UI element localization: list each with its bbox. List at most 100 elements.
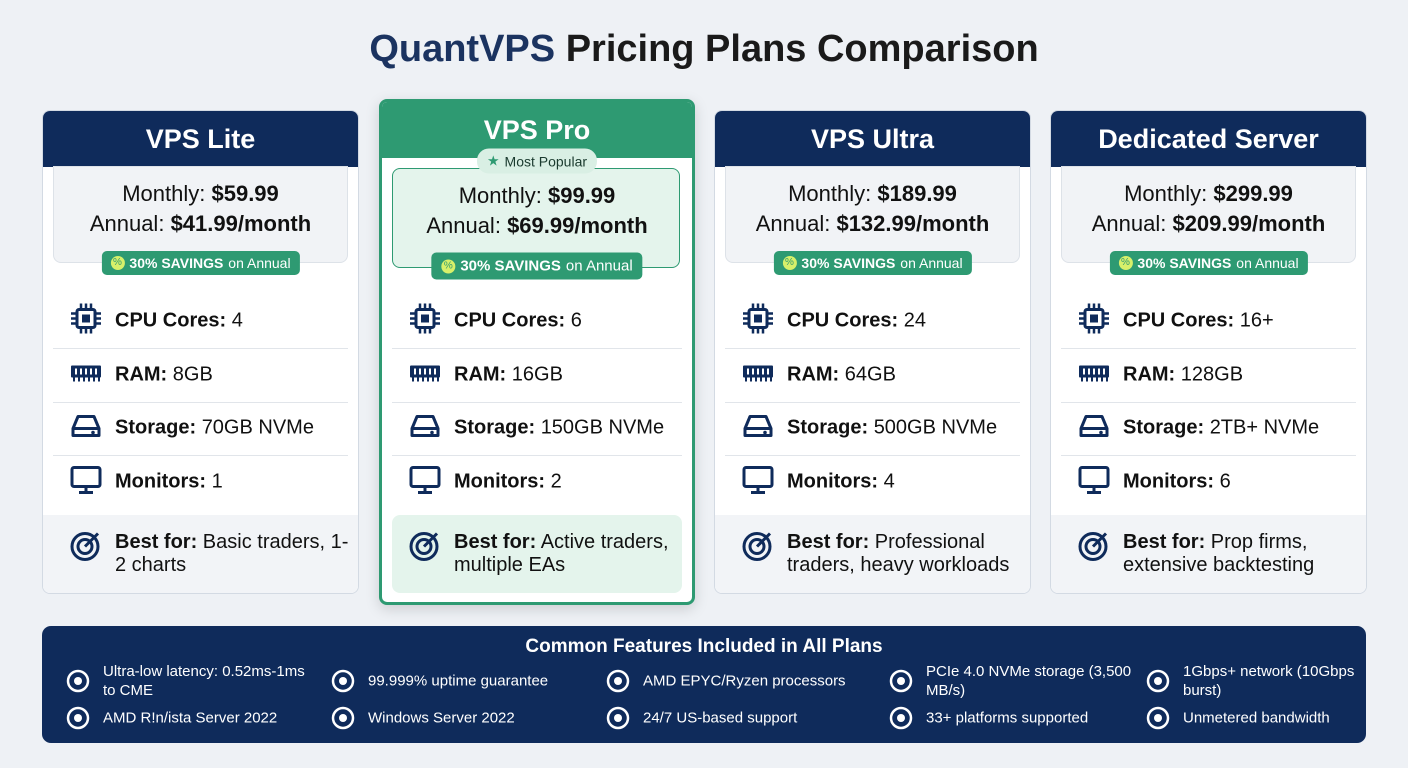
best-value: Active traders, multiple EAs (454, 531, 669, 576)
price-value: $189.99 (877, 181, 957, 206)
price-line: Annual: $69.99/month (382, 213, 692, 239)
feature: CPU Cores: 16+ (1123, 310, 1274, 333)
popular-badge: ★ Most Popular (476, 148, 598, 174)
feature: Storage: 150GB NVMe (454, 417, 664, 440)
common-icon (888, 668, 914, 699)
price-label: Monthly: (458, 183, 542, 208)
feature-icon (1077, 356, 1111, 395)
feature-icon (741, 356, 775, 395)
common-item: Ultra-low latency: 0.52ms-1ms to CME (103, 663, 305, 699)
price-line: Monthly: $99.99 (382, 183, 692, 209)
divider (392, 402, 682, 403)
best-for: Best for: Prop firms, extensive backtest… (1123, 531, 1358, 577)
feature-value: 150GB NVMe (540, 416, 665, 439)
feature-label: Monitors: (1123, 470, 1215, 493)
savings-pill: % 30% SAVINGS on Annual (1109, 251, 1308, 275)
feature-label: RAM: (1123, 363, 1176, 386)
feature-value: 1 (211, 470, 223, 493)
common-icon (330, 668, 356, 699)
plan-name: VPS Lite (145, 123, 256, 154)
feature-label: Storage: (1123, 416, 1205, 439)
price-line: Annual: $132.99/month (715, 211, 1030, 237)
savings-icon: % (110, 256, 125, 270)
feature-icon (69, 463, 103, 502)
divider (1061, 348, 1356, 349)
feature-label: CPU Cores: (787, 309, 899, 332)
price-label: Monthly: (122, 181, 206, 206)
common-features: Common Features Included in All Plans (42, 626, 1366, 743)
feature-label: RAM: (115, 363, 168, 386)
divider (53, 348, 348, 349)
feature-value: 24 (903, 309, 926, 332)
price-line: Monthly: $299.99 (1051, 181, 1366, 207)
price-label: Monthly: (788, 181, 872, 206)
feature-icon (69, 409, 103, 448)
common-item: Unmetered bandwidth (1183, 709, 1330, 727)
savings-note: on Annual (900, 255, 963, 271)
feature-icon (741, 302, 775, 341)
best-icon (741, 529, 775, 568)
common-item: PCIe 4.0 NVMe storage (3,500 MB/s) (926, 663, 1132, 699)
plan-card: VPS Ultra Monthly: $189.99 Annual: $132.99… (714, 110, 1031, 594)
savings-text: 30% SAVINGS (801, 255, 896, 271)
feature-value: 64GB (844, 363, 896, 386)
feature-label: Monitors: (115, 470, 207, 493)
feature: RAM: 16GB (454, 364, 563, 387)
feature-label: Storage: (787, 416, 869, 439)
plan-card: Dedicated Server Monthly: $299.99 Annual: … (1050, 110, 1367, 594)
star-icon: ★ (486, 152, 500, 169)
feature-icon (69, 302, 103, 341)
best-label: Best for: (1123, 531, 1206, 553)
feature: Monitors: 1 (115, 471, 223, 494)
savings-text: 30% SAVINGS (460, 257, 561, 275)
feature-icon (408, 409, 442, 448)
savings-icon: % (782, 256, 797, 270)
divider (725, 455, 1020, 456)
common-item: 33+ platforms supported (926, 709, 1089, 727)
feature-icon (1077, 463, 1111, 502)
plan-header: VPS Ultra (715, 111, 1030, 167)
price-label: Annual: (755, 211, 831, 236)
common-item: 99.999% uptime guarantee (368, 672, 549, 690)
best-label: Best for: (787, 531, 870, 553)
feature: CPU Cores: 4 (115, 310, 243, 333)
best-for: Best for: Active traders, multiple EAs (454, 531, 689, 577)
price-line: Annual: $41.99/month (43, 211, 358, 237)
savings-pill: % 30% SAVINGS on Annual (101, 251, 300, 275)
price-line: Monthly: $59.99 (43, 181, 358, 207)
feature-value: 128GB (1180, 363, 1244, 386)
feature-value: 2TB+ NVMe (1209, 416, 1320, 439)
best-box (392, 515, 682, 593)
feature-icon (1077, 409, 1111, 448)
feature: Monitors: 2 (454, 471, 562, 494)
feature-label: Storage: (454, 416, 536, 439)
common-icon (605, 705, 631, 736)
feature: Monitors: 4 (787, 471, 895, 494)
common-item: 1Gbps+ network (10Gbps burst) (1183, 663, 1355, 699)
price-box (53, 166, 348, 263)
feature-icon (408, 302, 442, 341)
savings-note: on Annual (228, 255, 291, 271)
feature-icon (1077, 302, 1111, 341)
best-icon (1077, 529, 1111, 568)
common-icon (65, 705, 91, 736)
feature-value: 16+ (1239, 309, 1274, 332)
best-label: Best for: (115, 531, 198, 553)
savings-text: 30% SAVINGS (1137, 255, 1232, 271)
price-label: Annual: (426, 213, 501, 238)
feature-label: Storage: (115, 416, 197, 439)
plan-card: VPS Pro ★ Most Popular Monthly: $99.99 Annua… (379, 99, 695, 605)
feature-icon (408, 356, 442, 395)
price-label: Monthly: (1124, 181, 1208, 206)
best-icon (408, 529, 442, 568)
price-label: Annual: (1091, 211, 1167, 236)
divider (392, 455, 682, 456)
price-value: $99.99 (547, 183, 616, 208)
feature-value: 70GB NVMe (201, 416, 314, 439)
divider (725, 402, 1020, 403)
divider (53, 455, 348, 456)
price-label: Annual: (89, 211, 165, 236)
title-accent: QuantVPS (369, 28, 556, 70)
feature: CPU Cores: 6 (454, 310, 582, 333)
